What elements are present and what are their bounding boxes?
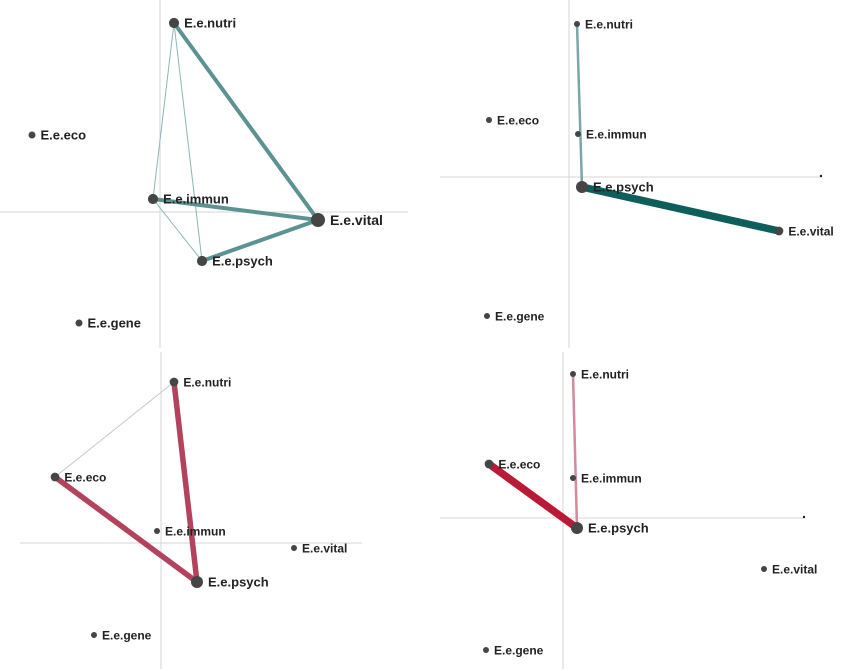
node-nutri [574, 21, 580, 27]
node-label-psych: E.e.psych [212, 254, 273, 269]
axis-end-dot [819, 174, 823, 178]
edge-nutri-psych [171, 381, 200, 583]
node-nutri [168, 17, 180, 29]
node-label-immun: E.e.immun [163, 192, 229, 207]
edge-nutri-vital [172, 21, 320, 222]
edge-eco-psych [53, 474, 199, 585]
node-label-vital: E.e.vital [788, 224, 833, 238]
node-immun [575, 131, 581, 137]
node-psych [571, 522, 583, 534]
node-label-vital: E.e.vital [302, 541, 347, 555]
edge-psych-vital [581, 183, 780, 235]
edge-nutri-immun [152, 22, 175, 200]
edge-psych-vital [201, 218, 319, 263]
network-panel-bottom-left: E.e.nutri E.e.eco E.e.immun E.e.vital E.e.ps… [20, 352, 362, 669]
node-vital [774, 226, 784, 236]
node-label-eco: E.e.eco [41, 128, 87, 143]
edge-nutri-psych [173, 22, 203, 262]
edge-immun-vital [152, 197, 319, 222]
network-panel-top-right: E.e.nutri E.e.eco E.e.immun E.e.psych E.e.vi… [440, 0, 834, 348]
edge-nutri-psych [575, 23, 584, 188]
edge-eco-psych [486, 460, 580, 532]
node-label-nutri: E.e.nutri [184, 16, 236, 31]
node-label-gene: E.e.gene [88, 316, 141, 331]
node-label-psych: E.e.psych [593, 180, 654, 195]
edge-nutri-psych [571, 373, 579, 529]
node-eco [28, 131, 36, 139]
node-label-eco: E.e.eco [64, 470, 106, 484]
node-vital [761, 566, 767, 572]
node-nutri [169, 377, 179, 387]
node-label-psych: E.e.psych [588, 521, 649, 536]
network-panel-top-left: E.e.nutri E.e.eco E.e.immun E.e.vital E.e.ps… [0, 0, 408, 348]
node-label-psych: E.e.psych [208, 575, 269, 590]
node-immun [147, 193, 159, 205]
node-label-eco: E.e.eco [497, 113, 539, 127]
node-label-nutri: E.e.nutri [581, 367, 629, 381]
node-gene [483, 647, 489, 653]
node-immun [570, 475, 576, 481]
node-eco [50, 472, 60, 482]
node-immun [154, 528, 160, 534]
node-psych [196, 255, 208, 267]
node-label-gene: E.e.gene [495, 309, 545, 323]
node-label-nutri: E.e.nutri [183, 375, 231, 389]
node-gene [484, 313, 490, 319]
edge-nutri-eco [54, 381, 175, 478]
node-label-nutri: E.e.nutri [585, 17, 633, 31]
node-label-eco: E.e.eco [498, 457, 540, 471]
node-eco [484, 459, 494, 469]
node-label-gene: E.e.gene [102, 628, 152, 642]
network-panel-bottom-right: E.e.nutri E.e.eco E.e.immun E.e.psych E.e.vi… [440, 352, 817, 669]
node-psych [576, 181, 588, 193]
edge-immun-psych [152, 198, 203, 262]
node-label-immun: E.e.immun [165, 524, 226, 538]
node-nutri [570, 371, 576, 377]
axis-end-dot [802, 515, 806, 519]
node-gene [91, 632, 97, 638]
node-label-gene: E.e.gene [494, 643, 544, 657]
node-vital [311, 213, 325, 227]
node-vital [291, 545, 297, 551]
node-eco [486, 117, 492, 123]
node-gene [75, 319, 83, 327]
node-label-immun: E.e.immun [586, 127, 647, 141]
node-label-vital: E.e.vital [772, 562, 817, 576]
node-label-vital: E.e.vital [330, 212, 383, 228]
node-label-immun: E.e.immun [581, 471, 642, 485]
node-psych [191, 576, 203, 588]
